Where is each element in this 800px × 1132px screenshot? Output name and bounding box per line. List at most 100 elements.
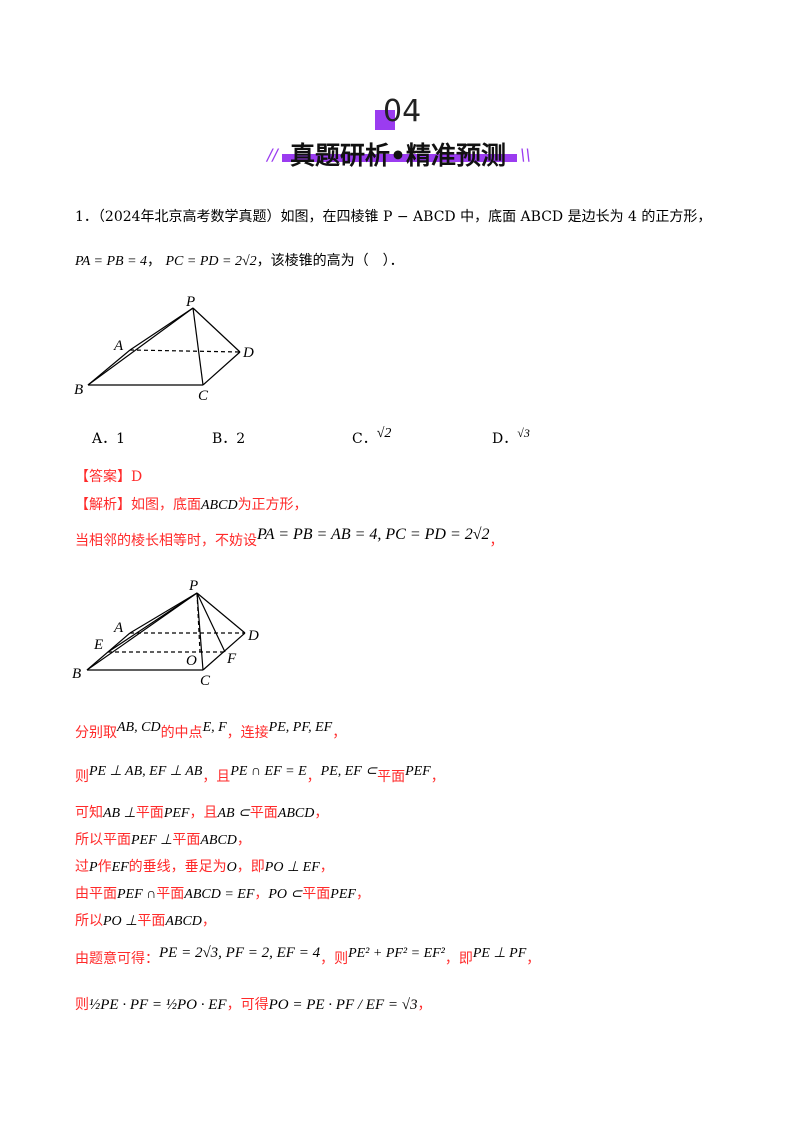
option-a[interactable]: A．1 xyxy=(92,431,126,447)
accent-square xyxy=(375,110,395,130)
text: 所以平面 xyxy=(75,832,131,848)
label-c: C xyxy=(200,673,211,689)
text: 平面 xyxy=(135,805,164,821)
label-d: D xyxy=(247,628,259,644)
math: PE, PF, EF xyxy=(268,720,333,735)
math: PC = PD = 2√2 xyxy=(165,254,257,269)
text: ， xyxy=(355,886,370,902)
label-c: C xyxy=(198,388,209,404)
text: 由题意可得： xyxy=(75,951,159,967)
analysis-line-11: 则½PE · PF = ½PO · EF，可得PO = PE · PF / EF… xyxy=(75,994,431,1014)
text: ，则 xyxy=(320,951,349,967)
math: PE ⊥ AB, EF ⊥ AB xyxy=(89,764,203,779)
text: ， xyxy=(319,859,334,875)
math: ABCD = EF xyxy=(184,887,255,902)
label-p: P xyxy=(188,578,198,594)
title-underline xyxy=(282,154,517,162)
pyramid-figure-1: P A D B C xyxy=(74,294,254,404)
math: PEF ⊥ xyxy=(131,833,173,848)
text: ， xyxy=(201,913,216,929)
text: 当相邻的棱长相等时，不妨设 xyxy=(75,533,257,549)
option-label: D． xyxy=(492,431,518,447)
text: ，该棱锥的高为（ ）． xyxy=(256,253,404,269)
text: ， xyxy=(526,951,541,967)
text: 平面 xyxy=(137,913,166,929)
text: ， xyxy=(236,832,251,848)
text: 平面 xyxy=(156,886,185,902)
math: PO = PE · PF / EF = √3 xyxy=(268,997,418,1013)
label-d: D xyxy=(242,345,254,361)
text: 所以 xyxy=(75,913,103,929)
text: 则 xyxy=(75,997,89,1013)
text: ， xyxy=(306,769,321,785)
analysis-line-6: 所以平面PEF ⊥平面ABCD， xyxy=(75,829,251,849)
math: O xyxy=(226,860,237,875)
text: 过 xyxy=(75,859,89,875)
section-title: 真题研析•精准预测 xyxy=(290,141,506,170)
analysis-line-4: 则PE ⊥ AB, EF ⊥ AB，且PE ∩ EF = E，PE, EF ⊂平… xyxy=(75,764,445,786)
text: ，即 xyxy=(444,951,473,967)
math: P xyxy=(89,860,98,875)
text: ，且 xyxy=(189,805,218,821)
math: PA = PB = AB = 4, PC = PD = 2√2 xyxy=(257,526,490,543)
math: ABCD xyxy=(165,914,202,929)
math: EF xyxy=(111,860,129,875)
text: ，可得 xyxy=(226,997,269,1013)
question-conditions: PA = PB = 4， PC = PD = 2√2，该棱锥的高为（ ）． xyxy=(75,253,404,269)
text: ， xyxy=(314,805,329,821)
text: 平面 xyxy=(249,805,278,821)
text: 平面 xyxy=(377,769,406,785)
label-a: A xyxy=(113,620,124,636)
math: PE = 2√3, PF = 2, EF = 4 xyxy=(159,945,321,961)
question-stem: 1．（2024年北京高考数学真题）如图，在四棱锥 P − ABCD 中，底面 A… xyxy=(75,209,712,225)
analysis-line-10: 由题意可得：PE = 2√3, PF = 2, EF = 4，则PE² + PF… xyxy=(75,945,541,968)
math: PE, EF ⊂ xyxy=(320,764,378,779)
analysis-line-2: 当相邻的棱长相等时，不妨设PA = PB = AB = 4, PC = PD =… xyxy=(75,526,504,549)
answer-value: D xyxy=(131,469,143,485)
option-value: √2 xyxy=(376,426,392,441)
math: PO ⊂ xyxy=(268,887,303,902)
analysis-line-5: 可知AB ⊥平面PEF，且AB ⊂平面ABCD， xyxy=(75,802,328,822)
slash-decoration-right: \\ xyxy=(520,145,531,164)
text: ，即 xyxy=(236,859,265,875)
pyramid-figure-2: P A D E F O B C xyxy=(72,578,259,689)
math: PE ⊥ PF xyxy=(472,946,527,961)
math: PE² + PF² = EF² xyxy=(348,946,445,961)
text: ， xyxy=(332,725,347,741)
label-a: A xyxy=(113,338,124,354)
option-c[interactable]: C．√2 xyxy=(352,426,392,448)
text: ，且 xyxy=(202,769,231,785)
label-b: B xyxy=(74,382,83,398)
option-d[interactable]: D．√3 xyxy=(492,426,530,448)
text: 可知 xyxy=(75,805,103,821)
math: ABCD xyxy=(200,833,237,848)
slash-decoration-left: // xyxy=(267,145,278,164)
text: 为正方形， xyxy=(237,497,308,513)
math: ABCD xyxy=(201,498,238,513)
math: AB ⊥ xyxy=(103,806,136,821)
option-b[interactable]: B．2 xyxy=(212,431,246,447)
text: 作 xyxy=(97,859,112,875)
label-e: E xyxy=(93,637,103,653)
math: PEF xyxy=(405,764,431,779)
text: ， xyxy=(417,997,432,1013)
analysis-line-7: 过P作EF的垂线，垂足为O，即PO ⊥ EF， xyxy=(75,856,334,876)
text: 则 xyxy=(75,769,89,785)
answer-tag: 【答案】 xyxy=(75,469,131,485)
math: E, F xyxy=(202,720,227,735)
text: ， xyxy=(430,769,445,785)
option-label: C． xyxy=(352,431,377,447)
analysis-line-1: 【解析】如图，底面ABCD为正方形， xyxy=(75,494,308,514)
text: 如图，底面 xyxy=(131,497,201,513)
math: PEF ∩ xyxy=(117,887,157,902)
math: AB, CD xyxy=(117,720,161,735)
math: ½PE · PF = ½PO · EF xyxy=(89,997,227,1013)
label-b: B xyxy=(72,666,81,682)
text: 的中点 xyxy=(160,725,203,741)
math: PO ⊥ xyxy=(103,914,138,929)
text: 平面 xyxy=(302,886,331,902)
math: PEF xyxy=(163,806,190,821)
math: ABCD xyxy=(277,806,315,821)
math: AB ⊂ xyxy=(217,806,250,821)
